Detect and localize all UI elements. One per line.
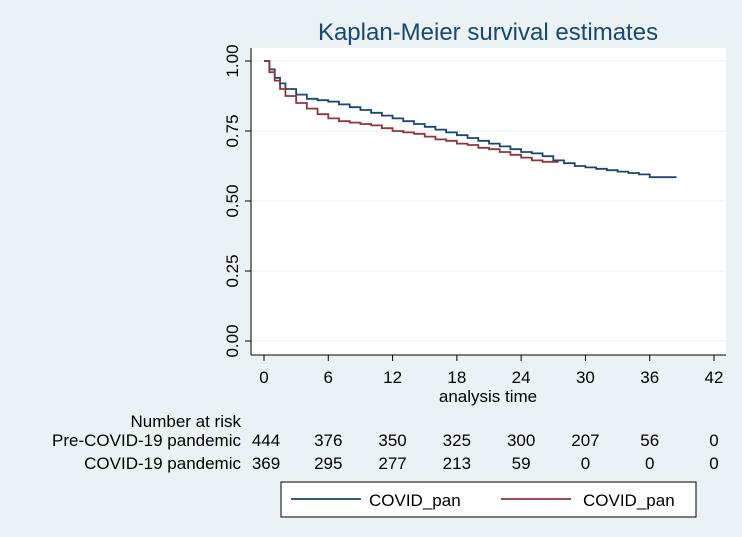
- chart-title: Kaplan-Meier survival estimates: [318, 19, 658, 46]
- survival-curve-2: [264, 60, 559, 163]
- risk-count: 444: [252, 431, 280, 450]
- risk-count: 325: [443, 431, 471, 450]
- risk-count: 0: [645, 454, 654, 473]
- survival-curves: [264, 60, 677, 179]
- y-tick-label: 0.50: [223, 184, 242, 217]
- risk-count: 213: [443, 454, 471, 473]
- gridlines: [251, 60, 726, 342]
- legend-label: COVID_pan: [583, 491, 675, 510]
- risk-count: 350: [378, 431, 406, 450]
- legend: COVID_pan COVID_pan: [280, 481, 697, 518]
- risk-count: 56: [640, 431, 659, 450]
- risk-count: 0: [709, 431, 718, 450]
- x-tick-label: 42: [705, 368, 724, 387]
- survival-curve-1: [264, 60, 677, 179]
- risk-count: 300: [507, 431, 535, 450]
- risk-row-label: Pre-COVID-19 pandemic: [52, 431, 241, 450]
- risk-table: Number at risk Pre-COVID-19 pandemic 444 3…: [52, 412, 719, 473]
- x-axis-ticks: 0 6 12 18 24 30 36 42: [259, 355, 723, 387]
- x-tick-label: 6: [324, 368, 333, 387]
- risk-row-label: COVID-19 pandemic: [84, 454, 241, 473]
- y-tick-label: 0.25: [223, 254, 242, 287]
- risk-count: 376: [314, 431, 342, 450]
- risk-count: 207: [571, 431, 599, 450]
- x-axis-title: analysis time: [439, 387, 537, 406]
- risk-count: 59: [512, 454, 531, 473]
- risk-table-heading: Number at risk: [130, 412, 241, 431]
- x-tick-label: 36: [640, 368, 659, 387]
- y-tick-label: 0.00: [223, 324, 242, 357]
- risk-count: 0: [709, 454, 718, 473]
- risk-count: 0: [581, 454, 590, 473]
- risk-count: 369: [252, 454, 280, 473]
- x-tick-label: 30: [576, 368, 595, 387]
- x-tick-label: 0: [259, 368, 268, 387]
- legend-label: COVID_pan: [369, 491, 461, 510]
- x-tick-label: 12: [383, 368, 402, 387]
- risk-count: 295: [314, 454, 342, 473]
- x-tick-label: 24: [512, 368, 531, 387]
- y-axis-ticks: 0.00 0.25 0.50 0.75 1.00: [223, 44, 251, 358]
- y-tick-label: 1.00: [223, 44, 242, 77]
- y-tick-label: 0.75: [223, 114, 242, 147]
- x-tick-label: 18: [447, 368, 466, 387]
- risk-count: 277: [378, 454, 406, 473]
